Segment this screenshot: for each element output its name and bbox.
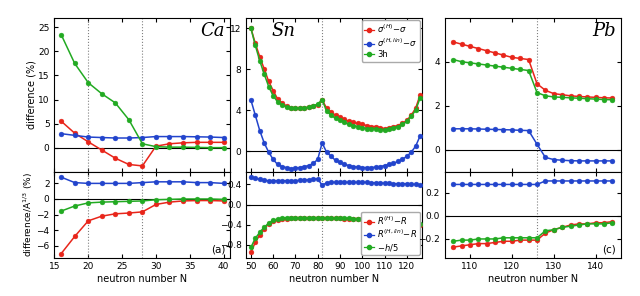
Text: (b): (b) [403,244,417,254]
Text: Sn: Sn [272,22,296,40]
X-axis label: neutron number N: neutron number N [97,274,188,284]
Text: (a): (a) [211,244,225,254]
Text: (c): (c) [602,244,616,254]
Legend: $R^{(H)}\!-\!R$, $R^{(H,lin)}\!-\!R$, $-h/5$: $R^{(H)}\!-\!R$, $R^{(H,lin)}\!-\!R$, $-… [361,212,420,255]
X-axis label: neutron number N: neutron number N [488,274,578,284]
Y-axis label: difference (%): difference (%) [27,60,36,129]
Legend: $\sigma^{(H)}\!-\!\sigma$, $\sigma^{(H,lin)}\!-\!\sigma$, 3h: $\sigma^{(H)}\!-\!\sigma$, $\sigma^{(H,l… [362,20,420,62]
Text: Ca: Ca [200,22,225,40]
Text: Pb: Pb [592,22,616,40]
X-axis label: neutron number N: neutron number N [289,274,380,284]
Y-axis label: difference/A$^{1/3}$ (%): difference/A$^{1/3}$ (%) [22,172,35,257]
